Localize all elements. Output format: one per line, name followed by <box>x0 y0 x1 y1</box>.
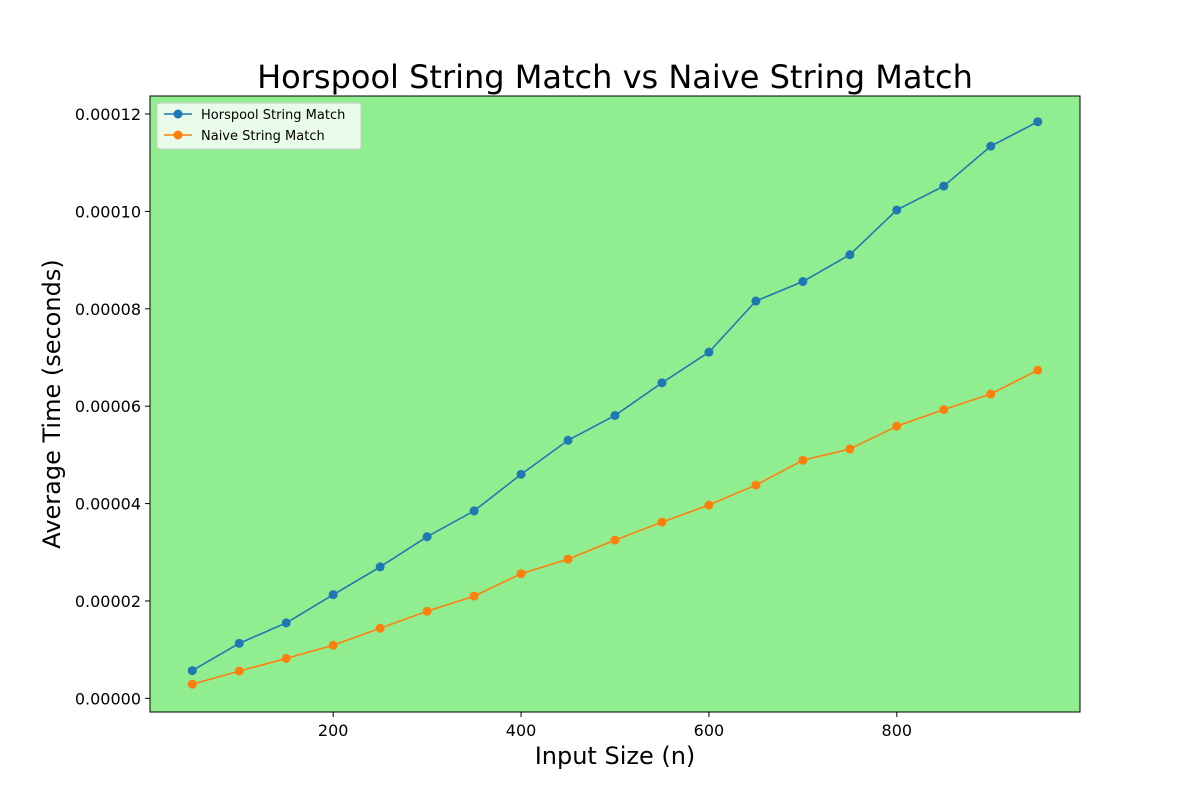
y-tick-label: 0.00008 <box>75 300 141 319</box>
plot-area <box>150 96 1080 712</box>
data-point <box>704 500 714 510</box>
legend-marker <box>173 130 183 140</box>
data-point <box>751 296 761 306</box>
data-point <box>187 679 197 689</box>
y-axis: 0.00000 0.00002 0.00004 0.00006 0.00008 0.000… <box>75 105 150 708</box>
data-point <box>798 455 808 465</box>
y-tick-label: 0.00000 <box>75 689 141 708</box>
x-tick-label: 800 <box>882 721 913 740</box>
data-point <box>328 640 338 650</box>
data-point <box>187 666 197 676</box>
data-point <box>234 666 244 676</box>
series-layer <box>187 117 1043 689</box>
legend-label: Naive String Match <box>201 129 325 144</box>
chart-title: Horspool String Match vs Naive String Ma… <box>257 58 973 96</box>
data-point <box>375 623 385 633</box>
data-point <box>281 653 291 663</box>
data-point <box>1033 117 1043 127</box>
data-point <box>657 517 667 527</box>
data-point <box>704 347 714 357</box>
data-point <box>939 181 949 191</box>
x-tick-label: 600 <box>694 721 725 740</box>
x-tick-label: 400 <box>506 721 537 740</box>
data-point <box>375 562 385 572</box>
y-tick-label: 0.00002 <box>75 592 141 611</box>
data-point <box>563 554 573 564</box>
y-tick-label: 0.00010 <box>75 202 141 221</box>
x-axis: 200 400 600 800 <box>318 712 912 740</box>
data-point <box>892 205 902 215</box>
data-point <box>469 506 479 516</box>
y-axis-label: Average Time (seconds) <box>38 259 66 548</box>
data-point <box>751 480 761 490</box>
data-point <box>845 250 855 260</box>
data-point <box>422 532 432 542</box>
data-point <box>610 535 620 545</box>
x-tick-label: 200 <box>318 721 349 740</box>
y-tick-label: 0.00012 <box>75 105 141 124</box>
data-point <box>845 444 855 454</box>
plot-frame <box>149 95 1081 713</box>
data-point <box>281 618 291 628</box>
legend-marker <box>173 109 183 119</box>
data-point <box>939 405 949 415</box>
data-point <box>516 569 526 579</box>
data-point <box>892 421 902 431</box>
legend-label: Horspool String Match <box>201 108 345 123</box>
data-point <box>986 141 996 151</box>
y-tick-label: 0.00006 <box>75 397 141 416</box>
x-axis-label: Input Size (n) <box>535 742 696 770</box>
data-point <box>234 638 244 648</box>
data-point <box>328 590 338 600</box>
data-point <box>986 389 996 399</box>
data-point <box>469 591 479 601</box>
data-point <box>657 378 667 388</box>
y-tick-label: 0.00004 <box>75 495 141 514</box>
data-point <box>563 435 573 445</box>
data-point <box>798 277 808 287</box>
data-point <box>516 469 526 479</box>
legend: Horspool String Match Naive String Match <box>156 102 362 150</box>
data-point <box>610 410 620 420</box>
data-point <box>1033 365 1043 375</box>
data-point <box>422 606 432 616</box>
legend-box <box>156 102 362 150</box>
